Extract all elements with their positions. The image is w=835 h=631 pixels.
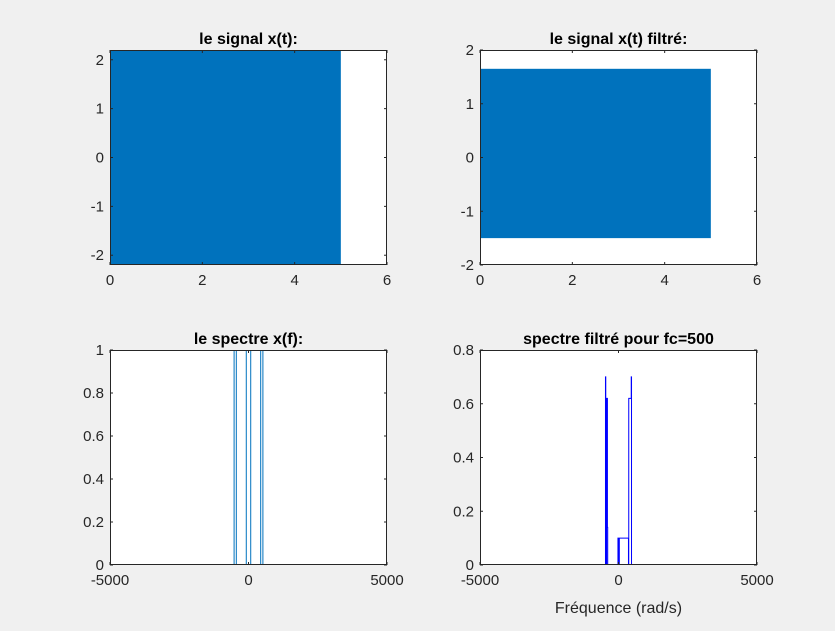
y-tick-label: 0 — [466, 150, 474, 167]
x-tick-label: 0 — [244, 572, 252, 589]
y-tick-label: 1 — [96, 101, 104, 118]
y-tick-label: 0 — [96, 557, 104, 574]
y-tick-label: -1 — [461, 203, 474, 220]
y-tick-label: -1 — [91, 198, 104, 215]
x-tick-label: 6 — [383, 272, 391, 289]
y-tick-label: 2 — [466, 42, 474, 59]
x-tick-label: 2 — [568, 272, 576, 289]
y-tick-label: 0.2 — [453, 503, 474, 520]
y-tick-label: 0.8 — [453, 342, 474, 359]
x-tick-label: 4 — [290, 272, 298, 289]
subplot-title: le spectre x(f): — [194, 331, 303, 348]
y-tick-label: -2 — [91, 247, 104, 264]
y-tick-label: 1 — [96, 342, 104, 359]
x-tick-label: 4 — [660, 272, 668, 289]
y-tick-label: 2 — [96, 52, 104, 69]
signal-band-0 — [480, 68, 711, 239]
signal-band-0 — [110, 50, 341, 265]
y-tick-label: 0 — [466, 557, 474, 574]
y-tick-label: 0.8 — [83, 385, 104, 402]
subplots: 0 2 4 6 -2 -1 0 1 2 le signal x(t): 0 2 4 6 -2 -1 0 1 2 le … — [83, 31, 774, 617]
x-tick-label: -5000 — [91, 572, 129, 589]
y-tick-label: 0.4 — [453, 450, 474, 467]
subplot-2: 0 2 4 6 -2 -1 0 1 2 le signal x(t) filtré: — [461, 31, 762, 289]
x-tick-label: 0 — [476, 272, 484, 289]
y-tick-label: 0.2 — [83, 514, 104, 531]
x-tick-label: 0 — [614, 572, 622, 589]
data-layer — [110, 50, 341, 265]
y-tick-label: 0.6 — [453, 396, 474, 413]
y-tick-label: -2 — [461, 257, 474, 274]
data-layer — [480, 376, 757, 565]
subplot-1: 0 2 4 6 -2 -1 0 1 2 le signal x(t): — [91, 31, 392, 289]
x-tick-label: 0 — [106, 272, 114, 289]
x-tick-label: 5000 — [740, 572, 773, 589]
plot-area — [110, 350, 387, 565]
x-tick-label: 2 — [198, 272, 206, 289]
y-tick-label: 0.6 — [83, 428, 104, 445]
x-tick-label: -5000 — [461, 572, 499, 589]
y-tick-label: 0 — [96, 150, 104, 167]
subplot-title: le signal x(t) filtré: — [550, 31, 688, 48]
y-tick-label: 0.4 — [83, 471, 104, 488]
data-layer — [480, 68, 711, 239]
x-axis-label: Fréquence (rad/s) — [555, 600, 682, 617]
x-tick-label: 5000 — [370, 572, 403, 589]
x-tick-label: 6 — [753, 272, 761, 289]
subplot-title: le signal x(t): — [199, 31, 298, 48]
spectrum-line-0 — [480, 376, 757, 565]
subplot-title: spectre filtré pour fc=500 — [523, 331, 714, 348]
plot-area — [480, 350, 757, 565]
y-tick-label: 1 — [466, 96, 474, 113]
